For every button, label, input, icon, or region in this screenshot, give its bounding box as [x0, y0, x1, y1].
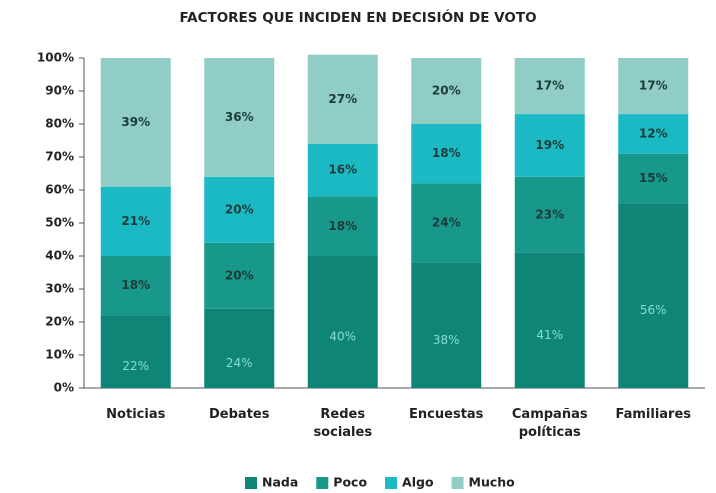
- value-label: 39%: [121, 115, 150, 129]
- x-tick-label: Campañas políticas: [511, 407, 588, 440]
- value-label: 12%: [639, 126, 668, 140]
- bar-segment: [411, 183, 482, 263]
- value-label: 36%: [225, 110, 254, 124]
- value-label: 15%: [639, 171, 668, 185]
- bar-segment: [204, 242, 275, 309]
- bar-segment: [411, 58, 482, 124]
- value-label: 56%: [640, 303, 667, 317]
- bar-segment: [204, 308, 275, 388]
- bar-segment: [411, 124, 482, 184]
- bar-segment: [307, 143, 378, 197]
- bar-segment: [618, 153, 689, 204]
- bar-segment: [514, 252, 585, 388]
- y-tick-label: 60%: [45, 183, 74, 197]
- value-label: 18%: [121, 278, 150, 292]
- legend-label: Poco: [333, 475, 367, 490]
- bar-segment: [618, 203, 689, 388]
- legend-swatch: [451, 477, 464, 489]
- value-label: 20%: [225, 202, 254, 216]
- x-tick-label: Familiares: [615, 407, 692, 422]
- x-tick-label: Redes sociales: [313, 407, 373, 440]
- y-tick-label: 20%: [45, 315, 74, 329]
- bar-segment: [100, 58, 171, 187]
- value-label: 17%: [639, 79, 668, 93]
- bar-segment: [204, 58, 275, 177]
- x-tick-label: Debates: [209, 407, 270, 422]
- bar-segment: [204, 176, 275, 243]
- value-label: 17%: [535, 79, 564, 93]
- legend-swatch: [245, 477, 257, 489]
- legend-label: Nada: [262, 475, 298, 490]
- legend-swatch: [385, 477, 398, 489]
- bar-segment: [514, 58, 585, 115]
- y-tick-label: 70%: [45, 150, 74, 164]
- value-label: 16%: [328, 163, 357, 177]
- bar-segment: [618, 114, 689, 154]
- y-tick-label: 90%: [45, 84, 74, 98]
- bar-segment: [307, 196, 378, 256]
- value-label: 18%: [328, 219, 357, 233]
- value-label: 38%: [433, 333, 460, 347]
- y-tick-label: 30%: [45, 282, 74, 296]
- legend-swatch: [316, 477, 329, 489]
- value-label: 40%: [329, 330, 356, 344]
- bar-segment: [307, 54, 378, 144]
- value-label: 22%: [122, 359, 149, 373]
- y-tick-label: 100%: [37, 51, 74, 65]
- x-tick-label: Noticias: [106, 407, 166, 422]
- value-label: 21%: [121, 214, 150, 228]
- value-label: 20%: [432, 84, 461, 98]
- legend-label: Algo: [402, 475, 434, 490]
- value-label: 23%: [535, 207, 564, 221]
- value-label: 41%: [536, 328, 563, 342]
- y-tick-label: 10%: [45, 348, 74, 362]
- y-tick-label: 50%: [45, 216, 74, 230]
- bar-segment: [411, 262, 482, 388]
- x-tick-label: Encuestas: [409, 407, 484, 422]
- bar-segment: [100, 256, 171, 316]
- value-label: 27%: [328, 92, 357, 106]
- value-label: 18%: [432, 146, 461, 160]
- bar-segment: [618, 58, 689, 115]
- value-label: 19%: [535, 138, 564, 152]
- bar-segment: [514, 176, 585, 253]
- value-label: 24%: [432, 216, 461, 230]
- y-tick-label: 40%: [45, 249, 74, 263]
- chart-title: FACTORES QUE INCIDEN EN DECISIÓN DE VOTO: [179, 8, 536, 26]
- bar-segment: [100, 186, 171, 256]
- y-tick-label: 0%: [54, 381, 74, 395]
- value-label: 20%: [225, 268, 254, 282]
- bar-segment: [514, 114, 585, 177]
- legend-label: Mucho: [469, 475, 516, 490]
- bar-segment: [100, 315, 171, 388]
- value-label: 24%: [226, 356, 253, 370]
- bar-segment: [307, 256, 378, 388]
- y-tick-label: 80%: [45, 117, 74, 131]
